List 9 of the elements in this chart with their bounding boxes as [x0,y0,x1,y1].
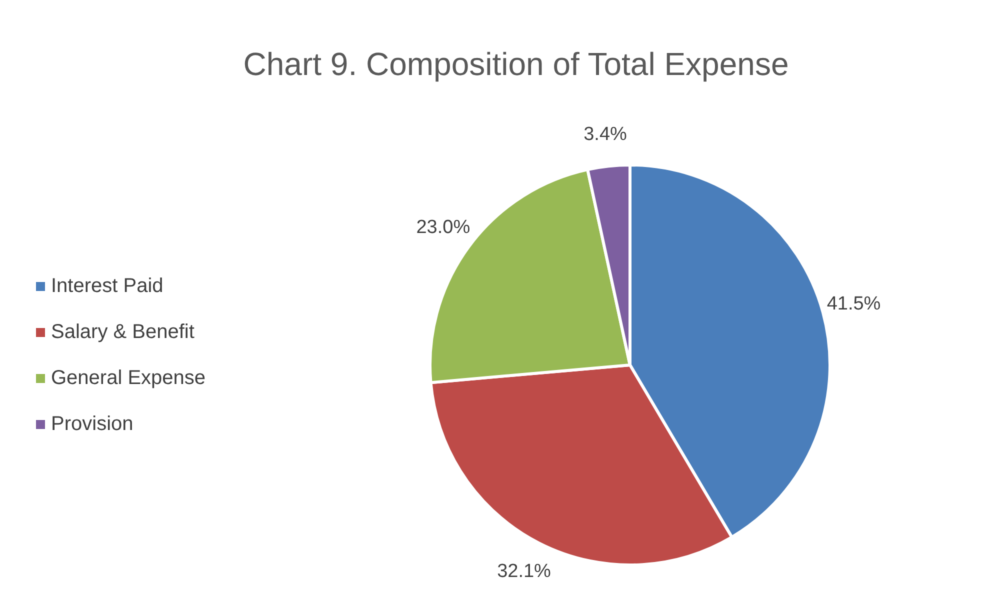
legend-label: Provision [51,412,134,436]
data-label: 32.1% [497,560,552,582]
legend-label: Interest Paid [51,274,164,298]
data-label: 41.5% [826,293,881,314]
legend-label: General Expense [51,366,206,390]
legend-label: Salary & Benefit [51,320,194,344]
chart-title: Chart 9. Composition of Total Expense [242,46,790,83]
data-label: 23.0% [416,216,470,238]
data-label: 3.4% [584,124,628,145]
